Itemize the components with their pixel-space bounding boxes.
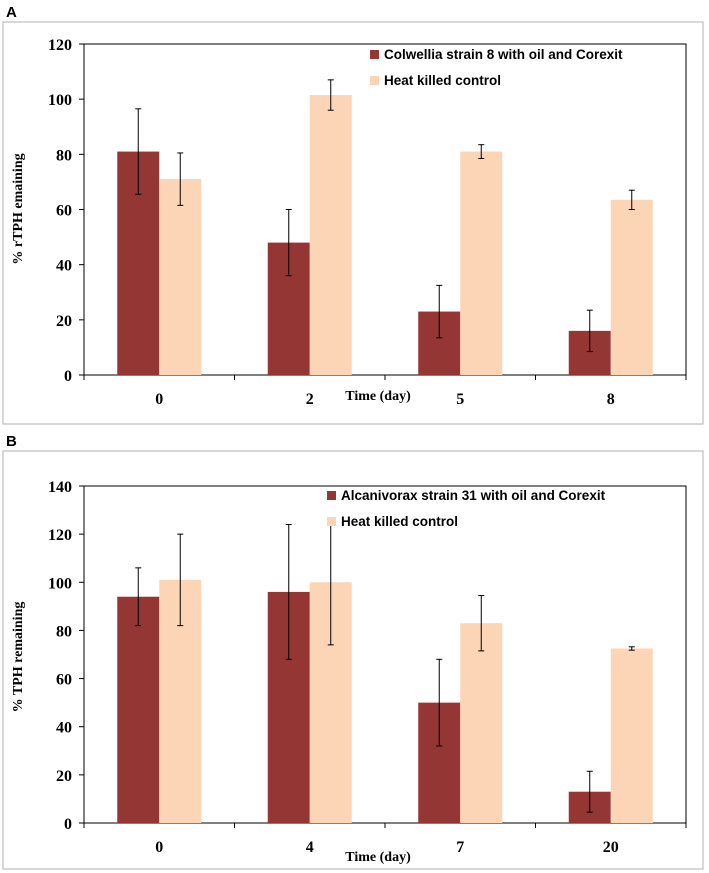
- panel-a-error-bar-series2-cat4: [628, 189, 635, 210]
- panel-b-y-tick-label: 20: [56, 768, 72, 785]
- panel-a-x-tick-label: 5: [456, 391, 464, 408]
- panel-a-legend: Colwellia strain 8 with oil and Corexit …: [370, 47, 623, 88]
- panel-b-x-tick-label: 4: [306, 839, 314, 856]
- panel-b-bar-series2-cat3: [460, 623, 503, 823]
- panel-b-x-axis-title: Time (day): [345, 850, 411, 865]
- panel-b-y-ticks: 0 20 40 60 80 100 120 140: [48, 479, 84, 833]
- panel-a-x-tick-label: 2: [306, 391, 314, 408]
- panel-b-y-tick-label: 120: [48, 527, 72, 544]
- panel-b-y-axis-title: % TPH remaining: [11, 602, 26, 713]
- panel-b-error-bar-series2-cat3: [478, 595, 485, 652]
- panel-b-error-bar-series1-cat1: [135, 567, 142, 627]
- panel-a-x-ticks: 0 2 5 8: [83, 375, 687, 408]
- panel-a-bar-series2-cat3: [460, 151, 503, 375]
- panel-a-y-axis-title: % rTPH emaining: [11, 153, 26, 264]
- panel-b-bar-series1-cat1: [117, 596, 160, 823]
- panel-b-y-tick-label: 140: [48, 479, 72, 496]
- panel-b-error-bar-series1-cat2: [285, 524, 292, 660]
- panel-b-x-tick-label: 7: [456, 839, 464, 856]
- panel-b-x-tick-label: 0: [155, 839, 163, 856]
- panel-a-y-tick-label: 80: [56, 147, 72, 164]
- panel-b-error-bar-series1-cat3: [436, 658, 443, 747]
- panel-a-error-bar-series2-cat3: [478, 144, 485, 159]
- panel-a-x-tick-label: 8: [607, 391, 615, 408]
- panel-b-legend-label-treated: Alcanivorax strain 31 with oil and Corex…: [341, 488, 606, 503]
- panel-b-error-bar-series1-cat4: [586, 770, 593, 813]
- panel-b-legend: Alcanivorax strain 31 with oil and Corex…: [327, 488, 606, 529]
- panel-letter-a: A: [6, 4, 17, 21]
- panel-b-x-ticks: 0 4 7 20: [83, 823, 687, 856]
- panel-b-bars: [117, 579, 653, 823]
- panel-b-legend-swatch-control: [327, 517, 336, 526]
- panel-a-legend-swatch-control: [370, 76, 379, 85]
- panel-a-bar-series2-cat2: [309, 95, 352, 375]
- panel-a-error-bar-series2-cat1: [177, 152, 184, 206]
- panel-a-y-tick-label: 0: [64, 368, 72, 385]
- panel-a-legend-label-control: Heat killed control: [384, 73, 501, 88]
- panel-a-y-tick-label: 60: [56, 203, 72, 220]
- panel-a-legend-label-treated: Colwellia strain 8 with oil and Corexit: [384, 47, 623, 62]
- panel-a-x-tick-label: 0: [155, 391, 163, 408]
- panel-a-legend-swatch-treated: [370, 50, 379, 59]
- panel-b-y-tick-label: 0: [64, 816, 72, 833]
- panel-a-y-tick-label: 20: [56, 313, 72, 330]
- panel-b: B 0 20 40 60 80 100 120 140 0 4 7 20 Time (day) % …: [2, 433, 704, 870]
- panel-b-error-bars: [135, 519, 635, 813]
- panel-a-y-tick-label: 100: [48, 92, 72, 109]
- panel-a-bar-series2-cat1: [159, 179, 202, 375]
- panel-b-x-tick-label: 20: [603, 839, 619, 856]
- panel-b-legend-swatch-treated: [327, 491, 336, 500]
- panel-a-error-bar-series2-cat2: [327, 79, 334, 111]
- panel-b-error-bar-series2-cat1: [177, 533, 184, 627]
- panel-letter-b: B: [6, 433, 17, 450]
- panel-b-bar-series2-cat4: [610, 648, 653, 823]
- panel-a-bars: [117, 95, 653, 375]
- panel-a-frame: [2, 21, 704, 425]
- panel-a-error-bar-series1-cat1: [135, 108, 142, 195]
- panel-a-error-bar-series1-cat4: [586, 309, 593, 353]
- panel-a-x-axis-title: Time (day): [345, 389, 411, 404]
- panel-b-y-tick-label: 100: [48, 575, 72, 592]
- panel-b-y-tick-label: 80: [56, 623, 72, 640]
- panel-a: A 0 20 40 60 80 100 120 0 2 5 8 Time (day) % rTPH…: [2, 4, 704, 425]
- panel-a-y-tick-label: 40: [56, 258, 72, 275]
- panel-b-y-tick-label: 40: [56, 720, 72, 737]
- panel-b-y-tick-label: 60: [56, 672, 72, 689]
- panel-b-frame: [2, 450, 704, 870]
- panel-a-y-ticks: 0 20 40 60 80 100 120: [48, 37, 84, 385]
- panel-a-y-tick-label: 120: [48, 37, 72, 54]
- panel-b-error-bar-series2-cat4: [628, 646, 635, 651]
- panel-a-bar-series2-cat4: [610, 199, 653, 375]
- panel-a-error-bar-series1-cat3: [436, 284, 443, 339]
- panel-b-legend-label-control: Heat killed control: [341, 514, 458, 529]
- panel-a-error-bars: [135, 79, 635, 353]
- panel-a-error-bar-series1-cat2: [285, 209, 292, 277]
